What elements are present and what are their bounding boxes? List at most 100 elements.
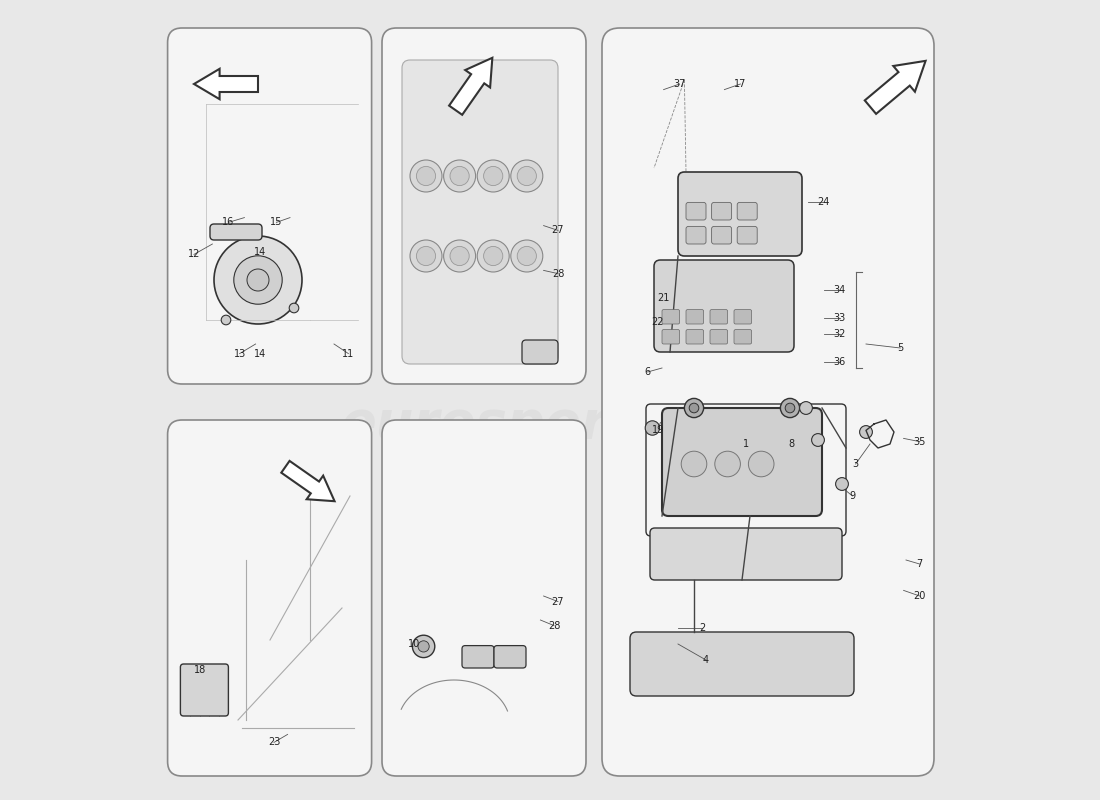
FancyBboxPatch shape bbox=[686, 330, 704, 344]
Text: 28: 28 bbox=[552, 269, 564, 278]
FancyBboxPatch shape bbox=[712, 226, 732, 244]
FancyBboxPatch shape bbox=[662, 408, 822, 516]
FancyBboxPatch shape bbox=[662, 310, 680, 324]
Circle shape bbox=[410, 160, 442, 192]
Circle shape bbox=[214, 236, 302, 324]
FancyBboxPatch shape bbox=[737, 202, 757, 220]
Text: 17: 17 bbox=[734, 79, 747, 89]
Text: 15: 15 bbox=[271, 218, 283, 227]
FancyBboxPatch shape bbox=[602, 28, 934, 776]
Circle shape bbox=[289, 303, 299, 313]
Text: 37: 37 bbox=[673, 79, 685, 89]
Text: 18: 18 bbox=[194, 666, 206, 675]
Circle shape bbox=[684, 398, 704, 418]
Circle shape bbox=[800, 402, 813, 414]
Circle shape bbox=[812, 434, 824, 446]
Circle shape bbox=[418, 641, 429, 652]
FancyBboxPatch shape bbox=[522, 340, 558, 364]
Text: 9: 9 bbox=[849, 491, 856, 501]
FancyBboxPatch shape bbox=[167, 28, 372, 384]
FancyBboxPatch shape bbox=[662, 330, 680, 344]
Circle shape bbox=[443, 240, 475, 272]
FancyBboxPatch shape bbox=[494, 646, 526, 668]
Text: 27: 27 bbox=[552, 597, 564, 606]
Polygon shape bbox=[282, 461, 334, 502]
Circle shape bbox=[234, 256, 283, 304]
FancyBboxPatch shape bbox=[686, 202, 706, 220]
Text: 27: 27 bbox=[552, 226, 564, 235]
Text: 2: 2 bbox=[698, 623, 705, 633]
Text: 33: 33 bbox=[834, 314, 846, 323]
Circle shape bbox=[510, 160, 542, 192]
FancyBboxPatch shape bbox=[650, 528, 842, 580]
Text: 32: 32 bbox=[834, 330, 846, 339]
FancyBboxPatch shape bbox=[462, 646, 494, 668]
Text: 22: 22 bbox=[651, 317, 664, 326]
Text: 13: 13 bbox=[233, 349, 245, 358]
Circle shape bbox=[715, 451, 740, 477]
Circle shape bbox=[477, 160, 509, 192]
FancyBboxPatch shape bbox=[402, 60, 558, 364]
Circle shape bbox=[450, 166, 470, 186]
Text: 11: 11 bbox=[342, 349, 354, 358]
Circle shape bbox=[681, 451, 707, 477]
Text: 21: 21 bbox=[658, 293, 670, 302]
FancyBboxPatch shape bbox=[686, 226, 706, 244]
FancyBboxPatch shape bbox=[734, 310, 751, 324]
Circle shape bbox=[417, 166, 436, 186]
FancyBboxPatch shape bbox=[654, 260, 794, 352]
FancyBboxPatch shape bbox=[382, 28, 586, 384]
Circle shape bbox=[221, 315, 231, 325]
Circle shape bbox=[780, 398, 800, 418]
Circle shape bbox=[785, 403, 795, 413]
Circle shape bbox=[748, 451, 774, 477]
FancyBboxPatch shape bbox=[734, 330, 751, 344]
Text: 8: 8 bbox=[789, 439, 794, 449]
Circle shape bbox=[646, 421, 660, 435]
FancyBboxPatch shape bbox=[382, 420, 586, 776]
Circle shape bbox=[248, 269, 270, 291]
FancyBboxPatch shape bbox=[712, 202, 732, 220]
Text: 19: 19 bbox=[652, 426, 664, 435]
FancyBboxPatch shape bbox=[737, 226, 757, 244]
Text: 28: 28 bbox=[548, 621, 560, 630]
FancyBboxPatch shape bbox=[686, 310, 704, 324]
FancyBboxPatch shape bbox=[630, 632, 854, 696]
Text: 20: 20 bbox=[913, 591, 926, 601]
Text: 3: 3 bbox=[852, 459, 859, 469]
Circle shape bbox=[417, 246, 436, 266]
Text: eurosport: eurosport bbox=[340, 398, 632, 450]
Text: 24: 24 bbox=[817, 197, 829, 206]
FancyBboxPatch shape bbox=[678, 172, 802, 256]
Text: 4: 4 bbox=[703, 655, 710, 665]
Polygon shape bbox=[865, 61, 925, 114]
Circle shape bbox=[836, 478, 848, 490]
Text: 16: 16 bbox=[222, 218, 234, 227]
Text: 35: 35 bbox=[913, 437, 926, 446]
Polygon shape bbox=[449, 58, 493, 115]
FancyBboxPatch shape bbox=[710, 310, 727, 324]
Circle shape bbox=[484, 166, 503, 186]
Text: 6: 6 bbox=[645, 367, 651, 377]
FancyBboxPatch shape bbox=[180, 664, 229, 716]
Circle shape bbox=[859, 426, 872, 438]
Circle shape bbox=[517, 166, 537, 186]
Circle shape bbox=[410, 240, 442, 272]
FancyBboxPatch shape bbox=[210, 224, 262, 240]
Circle shape bbox=[443, 160, 475, 192]
Circle shape bbox=[510, 240, 542, 272]
Text: 5: 5 bbox=[898, 343, 903, 353]
FancyBboxPatch shape bbox=[167, 420, 372, 776]
Polygon shape bbox=[194, 69, 258, 99]
Circle shape bbox=[412, 635, 434, 658]
Circle shape bbox=[477, 240, 509, 272]
Text: 36: 36 bbox=[834, 357, 846, 366]
Text: 10: 10 bbox=[408, 639, 420, 649]
FancyBboxPatch shape bbox=[710, 330, 727, 344]
Text: 1: 1 bbox=[742, 439, 749, 449]
Circle shape bbox=[450, 246, 470, 266]
Circle shape bbox=[690, 403, 698, 413]
Text: 12: 12 bbox=[188, 250, 200, 259]
Text: 7: 7 bbox=[916, 559, 923, 569]
Circle shape bbox=[484, 246, 503, 266]
